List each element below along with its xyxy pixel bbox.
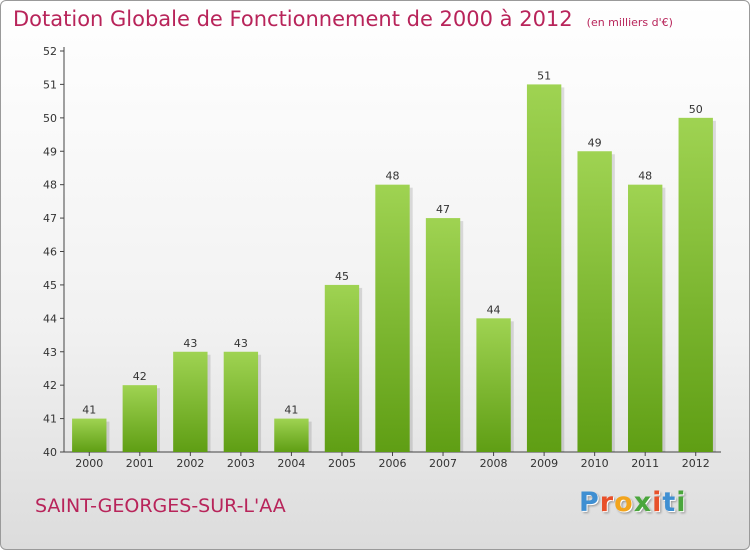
y-tick-label: 48	[43, 179, 57, 192]
data-label: 45	[335, 270, 349, 283]
data-label: 43	[183, 337, 197, 350]
y-tick-label: 51	[43, 78, 57, 91]
y-tick-label: 50	[43, 112, 57, 125]
bar-2003	[223, 351, 259, 452]
unit-label: (en milliers d'€)	[586, 16, 673, 29]
bars: 41 42 43 43 41 45 48 47 44 51 49 48 50	[72, 69, 716, 453]
x-tick-label: 2009	[530, 457, 558, 470]
axes: 40 41 42 43 44 45 46 47 48 49 50 51 52 2000 2001 2002 20…	[43, 45, 721, 470]
bar-2009	[526, 84, 562, 453]
bar-2000	[72, 418, 107, 452]
logo-letter: x	[633, 487, 653, 518]
y-tick-label: 41	[43, 413, 57, 426]
bar-2007	[425, 218, 461, 452]
title-text: Dotation Globale de Fonctionnement de 20…	[13, 7, 573, 31]
x-tick-label: 2001	[126, 457, 154, 470]
logo-letter: P	[579, 487, 600, 518]
bar-2005	[324, 284, 360, 452]
proxiti-logo[interactable]: Proxiti	[579, 487, 687, 518]
data-label: 41	[284, 404, 298, 417]
x-tick-label: 2004	[277, 457, 305, 470]
x-tick-label: 2003	[227, 457, 255, 470]
y-tick-label: 52	[43, 45, 57, 58]
x-tick-label: 2000	[75, 457, 103, 470]
data-label: 43	[234, 337, 248, 350]
bar-2004	[274, 418, 309, 452]
x-tick-label: 2010	[581, 457, 609, 470]
y-tick-label: 47	[43, 212, 57, 225]
x-tick-label: 2007	[429, 457, 457, 470]
logo-letter: i	[676, 487, 687, 518]
data-label: 47	[436, 203, 450, 216]
data-label: 49	[588, 136, 602, 149]
y-tick-label: 40	[43, 446, 57, 459]
bar-2002	[173, 351, 208, 452]
bar-2008	[476, 318, 511, 452]
chart-title: Dotation Globale de Fonctionnement de 20…	[13, 7, 673, 31]
y-tick-label: 46	[43, 246, 57, 259]
x-tick-label: 2005	[328, 457, 356, 470]
y-tick-label: 44	[43, 312, 57, 325]
bar-2011	[628, 184, 663, 452]
bar-2001	[122, 385, 157, 452]
x-tick-label: 2002	[176, 457, 204, 470]
x-tick-label: 2008	[480, 457, 508, 470]
y-tick-label: 42	[43, 379, 57, 392]
x-tick-label: 2011	[631, 457, 659, 470]
logo-letter: i	[652, 487, 663, 518]
y-tick-label: 45	[43, 279, 57, 292]
logo-letter: r	[599, 487, 615, 518]
commune-name: SAINT-GEORGES-SUR-L'AA	[35, 495, 286, 517]
data-label: 42	[133, 370, 147, 383]
data-label: 51	[537, 69, 551, 82]
data-label: 41	[82, 404, 96, 417]
bar-2010	[577, 151, 612, 452]
y-tick-label: 49	[43, 145, 57, 158]
bar-2012	[678, 117, 713, 452]
logo-letter: o	[614, 487, 634, 518]
data-label: 44	[487, 303, 501, 316]
x-tick-label: 2012	[682, 457, 710, 470]
logo-letter: t	[662, 487, 677, 518]
bar-2006	[375, 184, 410, 452]
data-label: 48	[386, 170, 400, 183]
x-tick-label: 2006	[379, 457, 407, 470]
data-label: 48	[638, 170, 652, 183]
data-label: 50	[689, 103, 703, 116]
y-tick-label: 43	[43, 346, 57, 359]
